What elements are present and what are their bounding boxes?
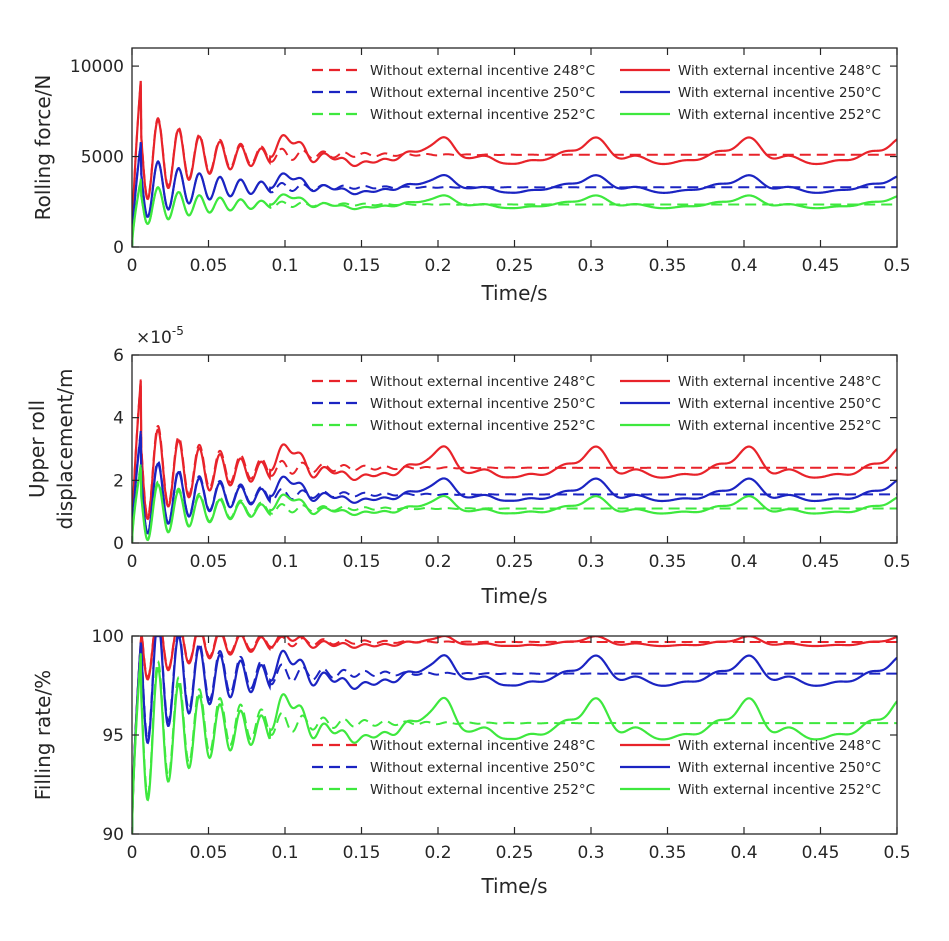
x-tick-label: 0.35 [649, 843, 687, 863]
y-axis-label: Filling rate/% [31, 670, 55, 800]
x-tick-label: 0.5 [883, 256, 910, 276]
series-line-252-with [132, 654, 897, 834]
x-tick-label: 0.05 [190, 843, 228, 863]
chart-panel-1: 0 0.05 0.1 0.15 0.2 0.25 0.3 0.35 0.4 0.45 0.5 0 500… [31, 47, 911, 305]
legend-entry: With external incentive 252°C [678, 782, 881, 798]
x-tick-label: 0.2 [424, 843, 451, 863]
x-tick-label: 0 [127, 256, 138, 276]
series-line-248-with [132, 80, 897, 247]
series-line-250-with [132, 636, 897, 834]
legend: Without external incentive 248°C With ext… [312, 738, 881, 798]
x-axis-label: Time/s [480, 874, 547, 898]
x-tick-label: 0.4 [730, 256, 757, 276]
x-tick-label: 0.2 [424, 256, 451, 276]
legend-entry: Without external incentive 250°C [370, 396, 595, 412]
x-tick-label: 0.5 [883, 843, 910, 863]
x-tick-label: 0.25 [496, 256, 534, 276]
legend-entry: Without external incentive 252°C [370, 418, 595, 434]
x-tick-label: 0.3 [577, 843, 604, 863]
y-tick-label: 95 [102, 726, 124, 746]
x-tick-label: 0.25 [496, 552, 534, 572]
exponent-base: ×10 [136, 328, 172, 348]
legend-entry: Without external incentive 250°C [370, 85, 595, 101]
y-tick-label: 4 [113, 409, 124, 429]
series-line-248-with [132, 380, 897, 543]
y-axis-label-line: displacement/m [53, 368, 77, 529]
legend-entry: Without external incentive 252°C [370, 107, 595, 123]
plot-area [132, 48, 897, 247]
y-tick-label: 90 [102, 825, 124, 845]
x-tick-label: 0.3 [577, 552, 604, 572]
y-tick-label: 0 [113, 534, 124, 554]
x-tick-label: 0.5 [883, 552, 910, 572]
legend-entry: Without external incentive 248°C [370, 738, 595, 754]
legend-entry: Without external incentive 250°C [370, 760, 595, 776]
legend-entry: With external incentive 252°C [678, 418, 881, 434]
series-line-252-with [132, 467, 897, 543]
legend-entry: Without external incentive 252°C [370, 782, 595, 798]
series-line-252-with [132, 180, 897, 247]
series-line-250-without [132, 636, 897, 834]
x-tick-label: 0.05 [190, 256, 228, 276]
series-line-248-with [132, 636, 897, 834]
x-tick-label: 0.35 [649, 256, 687, 276]
x-tick-label: 0 [127, 843, 138, 863]
x-tick-label: 0 [127, 552, 138, 572]
x-tick-label: 0.1 [271, 552, 298, 572]
series-group [132, 379, 897, 543]
y-tick-label: 10000 [70, 57, 124, 77]
x-tick-label: 0.45 [802, 843, 840, 863]
legend-entry: With external incentive 248°C [678, 374, 881, 390]
x-axis-label: Time/s [480, 281, 547, 305]
y-tick-label: 100 [92, 627, 124, 647]
axis-exponent: ×10-5 [136, 324, 184, 348]
x-tick-label: 0.45 [802, 256, 840, 276]
x-tick-label: 0.2 [424, 552, 451, 572]
x-tick-label: 0.3 [577, 256, 604, 276]
x-tick-label: 0.15 [343, 256, 381, 276]
series-line-248-without [132, 379, 897, 543]
legend-entry: With external incentive 252°C [678, 107, 881, 123]
y-axis-label: Upper roll displacement/m [25, 368, 77, 529]
x-tick-label: 0.1 [271, 843, 298, 863]
y-axis-label: Rolling force/N [31, 75, 55, 221]
x-tick-label: 0.4 [730, 843, 757, 863]
x-tick-label: 0.1 [271, 256, 298, 276]
y-axis-label-line: Upper roll [25, 400, 49, 498]
series-line-250-without [132, 430, 897, 543]
legend-entry: Without external incentive 248°C [370, 374, 595, 390]
series-line-252-without [132, 652, 897, 834]
chart-panel-3: 0 0.05 0.1 0.15 0.2 0.25 0.3 0.35 0.4 0.45 0.5 90 95… [31, 627, 911, 898]
x-tick-label: 0.4 [730, 552, 757, 572]
series-line-252-without [132, 464, 897, 543]
legend: Without external incentive 248°C With ext… [312, 374, 881, 434]
plot-area [132, 355, 897, 543]
chart-panel-2: 0 0.05 0.1 0.15 0.2 0.25 0.3 0.35 0.4 0.45 0.5 0 2 4 6… [25, 324, 911, 608]
legend-entry: With external incentive 248°C [678, 63, 881, 79]
legend-entry: With external incentive 250°C [678, 396, 881, 412]
legend-entry: With external incentive 248°C [678, 738, 881, 754]
x-axis-label: Time/s [480, 584, 547, 608]
x-tick-label: 0.15 [343, 552, 381, 572]
y-tick-label: 6 [113, 346, 124, 366]
y-tick-label: 5000 [81, 148, 124, 168]
y-tick-label: 0 [113, 238, 124, 258]
x-tick-label: 0.25 [496, 843, 534, 863]
series-group [132, 80, 897, 247]
y-tick-label: 2 [113, 471, 124, 491]
series-line-248-without [132, 80, 897, 247]
x-tick-label: 0.35 [649, 552, 687, 572]
x-tick-label: 0.05 [190, 552, 228, 572]
legend: Without external incentive 248°C With ext… [312, 63, 881, 123]
series-line-250-with [132, 143, 897, 247]
series-line-250-with [132, 433, 897, 543]
legend-entry: With external incentive 250°C [678, 760, 881, 776]
legend-entry: With external incentive 250°C [678, 85, 881, 101]
exponent-power: -5 [172, 324, 184, 338]
legend-entry: Without external incentive 248°C [370, 63, 595, 79]
x-tick-label: 0.15 [343, 843, 381, 863]
x-tick-label: 0.45 [802, 552, 840, 572]
